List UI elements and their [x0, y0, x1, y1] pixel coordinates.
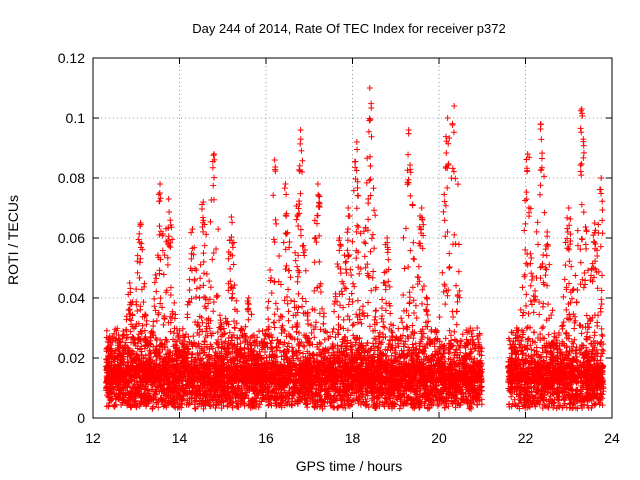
data-point	[413, 345, 420, 352]
chart-title: Day 244 of 2014, Rate Of TEC Index for r…	[192, 21, 505, 36]
data-point	[395, 343, 402, 350]
data-point	[332, 334, 339, 341]
data-point	[317, 340, 324, 347]
data-point	[212, 349, 219, 356]
data-point	[452, 404, 459, 411]
data-point	[158, 395, 165, 402]
data-point	[359, 391, 366, 398]
data-point	[138, 343, 145, 350]
data-point	[448, 337, 455, 344]
data-point	[255, 404, 262, 411]
data-points	[103, 85, 607, 412]
grid-lines	[93, 58, 612, 418]
